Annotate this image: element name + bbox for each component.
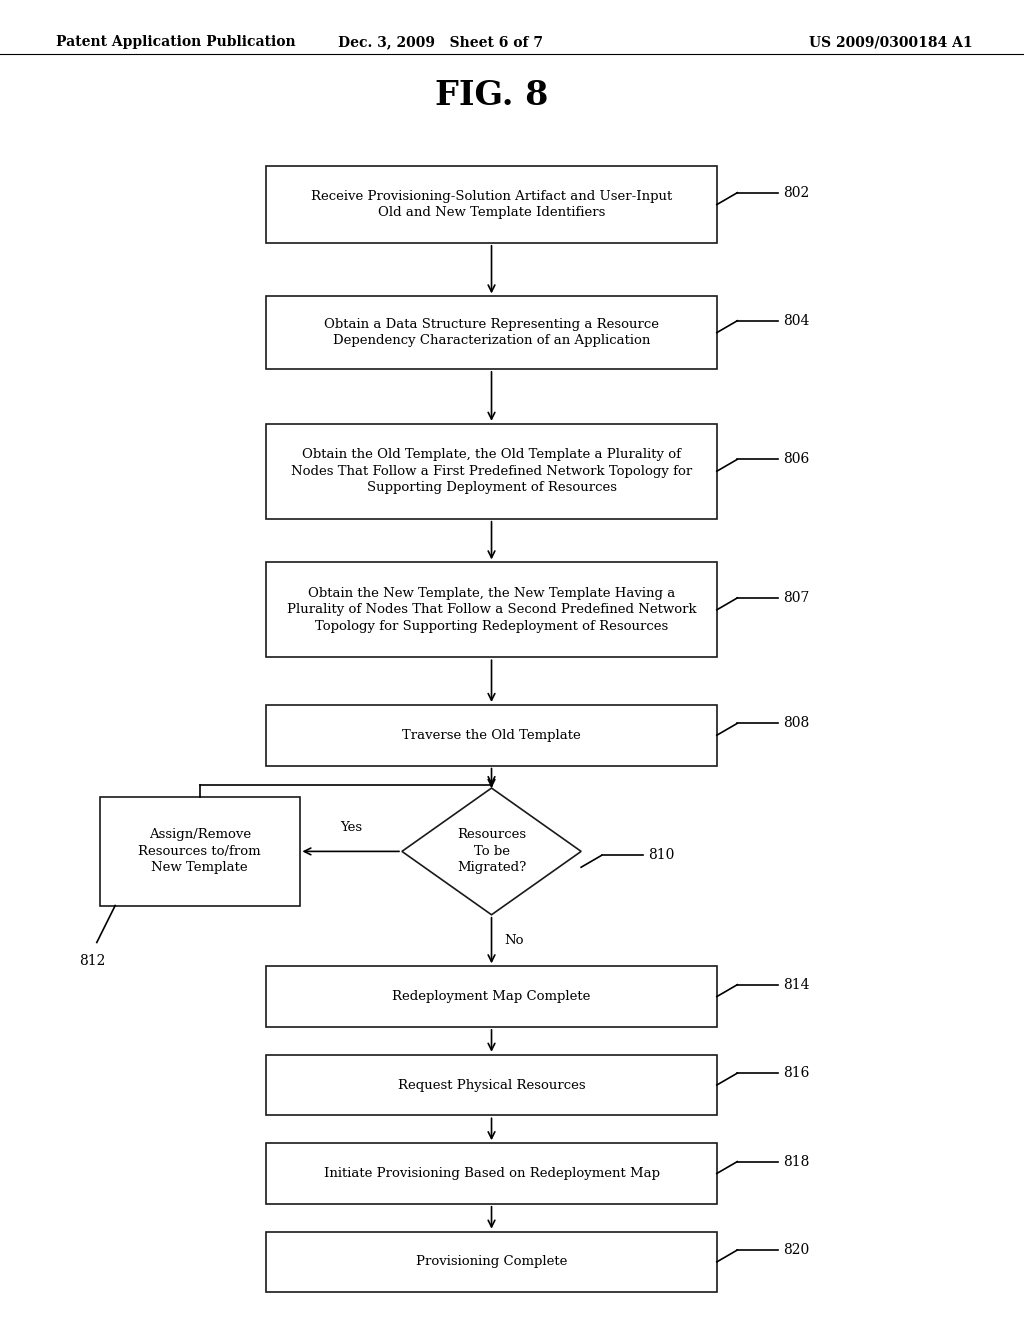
Text: Receive Provisioning-Solution Artifact and User-Input
Old and New Template Ident: Receive Provisioning-Solution Artifact a… [311, 190, 672, 219]
FancyBboxPatch shape [266, 562, 717, 657]
FancyBboxPatch shape [266, 1055, 717, 1115]
Text: 804: 804 [783, 314, 810, 327]
Text: Redeployment Map Complete: Redeployment Map Complete [392, 990, 591, 1003]
FancyBboxPatch shape [266, 166, 717, 243]
Text: 808: 808 [783, 717, 810, 730]
Text: 810: 810 [648, 849, 674, 862]
Text: Obtain a Data Structure Representing a Resource
Dependency Characterization of a: Obtain a Data Structure Representing a R… [324, 318, 659, 347]
FancyBboxPatch shape [266, 296, 717, 368]
FancyBboxPatch shape [266, 1232, 717, 1292]
Text: 802: 802 [783, 186, 810, 199]
Text: Resources
To be
Migrated?: Resources To be Migrated? [457, 829, 526, 874]
Text: Obtain the Old Template, the Old Template a Plurality of
Nodes That Follow a Fir: Obtain the Old Template, the Old Templat… [291, 449, 692, 494]
Text: Yes: Yes [340, 821, 361, 834]
Text: 816: 816 [783, 1067, 810, 1080]
Text: Patent Application Publication: Patent Application Publication [56, 36, 296, 49]
Text: Assign/Remove
Resources to/from
New Template: Assign/Remove Resources to/from New Temp… [138, 829, 261, 874]
Text: Obtain the New Template, the New Template Having a
Plurality of Nodes That Follo: Obtain the New Template, the New Templat… [287, 587, 696, 632]
FancyBboxPatch shape [266, 1143, 717, 1204]
Polygon shape [401, 788, 582, 915]
Text: 814: 814 [783, 978, 810, 991]
Text: Dec. 3, 2009   Sheet 6 of 7: Dec. 3, 2009 Sheet 6 of 7 [338, 36, 543, 49]
Text: Traverse the Old Template: Traverse the Old Template [402, 729, 581, 742]
FancyBboxPatch shape [266, 966, 717, 1027]
FancyBboxPatch shape [266, 424, 717, 519]
Text: FIG. 8: FIG. 8 [435, 79, 548, 112]
Text: US 2009/0300184 A1: US 2009/0300184 A1 [809, 36, 973, 49]
FancyBboxPatch shape [100, 797, 299, 906]
Text: Request Physical Resources: Request Physical Resources [397, 1078, 586, 1092]
Text: 820: 820 [783, 1243, 810, 1257]
Text: 806: 806 [783, 453, 810, 466]
Text: Initiate Provisioning Based on Redeployment Map: Initiate Provisioning Based on Redeploym… [324, 1167, 659, 1180]
Text: 818: 818 [783, 1155, 810, 1168]
FancyBboxPatch shape [266, 705, 717, 766]
Text: 812: 812 [80, 954, 105, 968]
Text: Provisioning Complete: Provisioning Complete [416, 1255, 567, 1269]
Text: No: No [504, 935, 523, 946]
Text: 807: 807 [783, 591, 810, 605]
